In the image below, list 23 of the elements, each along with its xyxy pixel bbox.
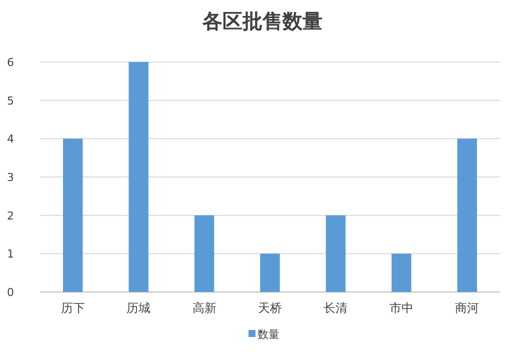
- y-tick-label: 6: [7, 56, 14, 69]
- bar: [326, 215, 346, 292]
- x-tick-label: 高新: [192, 301, 216, 315]
- x-tick-label: 商河: [455, 301, 480, 315]
- x-tick-label: 长清: [324, 301, 348, 315]
- bar: [457, 138, 477, 292]
- bar: [128, 62, 148, 292]
- x-tick-label: 历下: [60, 301, 85, 315]
- y-tick-label: 2: [7, 209, 14, 222]
- y-tick-label: 5: [7, 94, 14, 108]
- bar: [392, 254, 412, 292]
- legend-label: 数量: [258, 328, 280, 341]
- y-tick-label: 4: [7, 132, 14, 146]
- x-tick-label: 天桥: [258, 301, 282, 315]
- y-tick-label: 1: [7, 248, 14, 261]
- x-tick-label: 市中: [389, 301, 414, 315]
- bar: [260, 254, 280, 292]
- chart-title: 各区批售数量: [202, 9, 322, 33]
- y-tick-label: 0: [7, 286, 14, 299]
- bar: [63, 138, 83, 292]
- x-tick-label: 历城: [126, 301, 151, 315]
- y-tick-label: 3: [7, 171, 14, 184]
- bar: [194, 215, 214, 292]
